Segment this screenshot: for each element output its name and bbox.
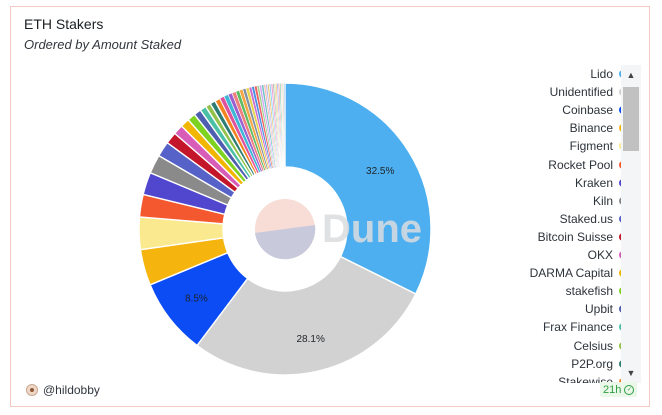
- check-circle-icon: ✓: [624, 384, 635, 395]
- legend-label: P2P.org: [571, 356, 613, 371]
- legend-item-celsius[interactable]: Celsius: [574, 337, 627, 355]
- scroll-thumb[interactable]: [623, 87, 639, 151]
- legend-item-stakefish[interactable]: stakefish: [566, 282, 627, 300]
- caret-up-icon[interactable]: ▲: [626, 70, 636, 80]
- legend-label: Kraken: [574, 175, 613, 190]
- legend-item-frax-finance[interactable]: Frax Finance: [543, 318, 627, 336]
- legend-label: Frax Finance: [542, 320, 613, 335]
- legend-label: Upbit: [584, 302, 613, 317]
- legend-item-figment[interactable]: Figment: [570, 137, 627, 155]
- slice-label-lido: 32.5%: [366, 166, 394, 177]
- legend-label: Coinbase: [562, 103, 613, 118]
- chart-subtitle: Ordered by Amount Staked: [24, 37, 182, 52]
- legend-label: OKX: [587, 248, 613, 262]
- legend-label: Celsius: [573, 338, 613, 353]
- legend-label: stakefish: [565, 284, 613, 299]
- donut-chart: Dune 32.5% 28.1% 8.5%: [138, 82, 432, 376]
- legend-item-darma-capital[interactable]: DARMA Capital: [530, 264, 627, 282]
- dune-watermark: Dune: [322, 207, 422, 251]
- slice-lido[interactable]: [284, 82, 432, 295]
- chart-card: ETH Stakers Ordered by Amount Staked Dun…: [10, 6, 650, 407]
- refresh-time: 21h: [603, 383, 622, 396]
- legend: Lido Unidentified Coinbase Binance Figment Ro…: [501, 65, 627, 383]
- legend-item-bitcoin-suisse[interactable]: Bitcoin Suisse: [538, 228, 627, 246]
- legend-item-binance[interactable]: Binance: [570, 119, 627, 137]
- legend-scrollbar[interactable]: ▲ ▼: [621, 65, 641, 383]
- legend-label: Unidentified: [549, 85, 613, 100]
- author-link[interactable]: @hildobby: [26, 383, 100, 397]
- center-logo-wedge: [255, 225, 316, 260]
- legend-item-kraken[interactable]: Kraken: [575, 174, 627, 192]
- legend-label: Rocket Pool: [548, 157, 613, 172]
- legend-label: Figment: [569, 139, 613, 154]
- slice-unidentified[interactable]: [196, 255, 417, 376]
- center-logo: [255, 199, 316, 260]
- slice-label-group: 32.5% 28.1% 8.5%: [185, 166, 394, 345]
- legend-item-coinbase[interactable]: Coinbase: [562, 101, 627, 119]
- slice-label-coinbase: 8.5%: [185, 293, 208, 304]
- refresh-badge[interactable]: 21h ✓: [600, 382, 638, 397]
- legend-item-p2p-org[interactable]: P2P.org: [571, 355, 627, 373]
- legend-label: Stakewise: [558, 374, 613, 383]
- legend-item-rocket-pool[interactable]: Rocket Pool: [548, 156, 627, 174]
- caret-down-icon[interactable]: ▼: [626, 368, 636, 378]
- legend-label: Binance: [569, 121, 613, 136]
- slice-group: [138, 82, 432, 376]
- legend-label: Bitcoin Suisse: [537, 229, 613, 244]
- avatar-icon: [26, 384, 38, 396]
- author-name: @hildobby: [43, 383, 100, 397]
- legend-item-unidentified[interactable]: Unidentified: [550, 83, 627, 101]
- legend-label: Kiln: [592, 193, 613, 208]
- legend-label: Staked.us: [559, 211, 613, 226]
- slice-label-unidentified: 28.1%: [296, 334, 324, 345]
- legend-item-staked-us[interactable]: Staked.us: [560, 210, 627, 228]
- legend-label: DARMA Capital: [529, 266, 613, 281]
- legend-label: Lido: [590, 67, 613, 81]
- slice-other-27[interactable]: [283, 82, 286, 168]
- chart-title: ETH Stakers: [24, 16, 104, 32]
